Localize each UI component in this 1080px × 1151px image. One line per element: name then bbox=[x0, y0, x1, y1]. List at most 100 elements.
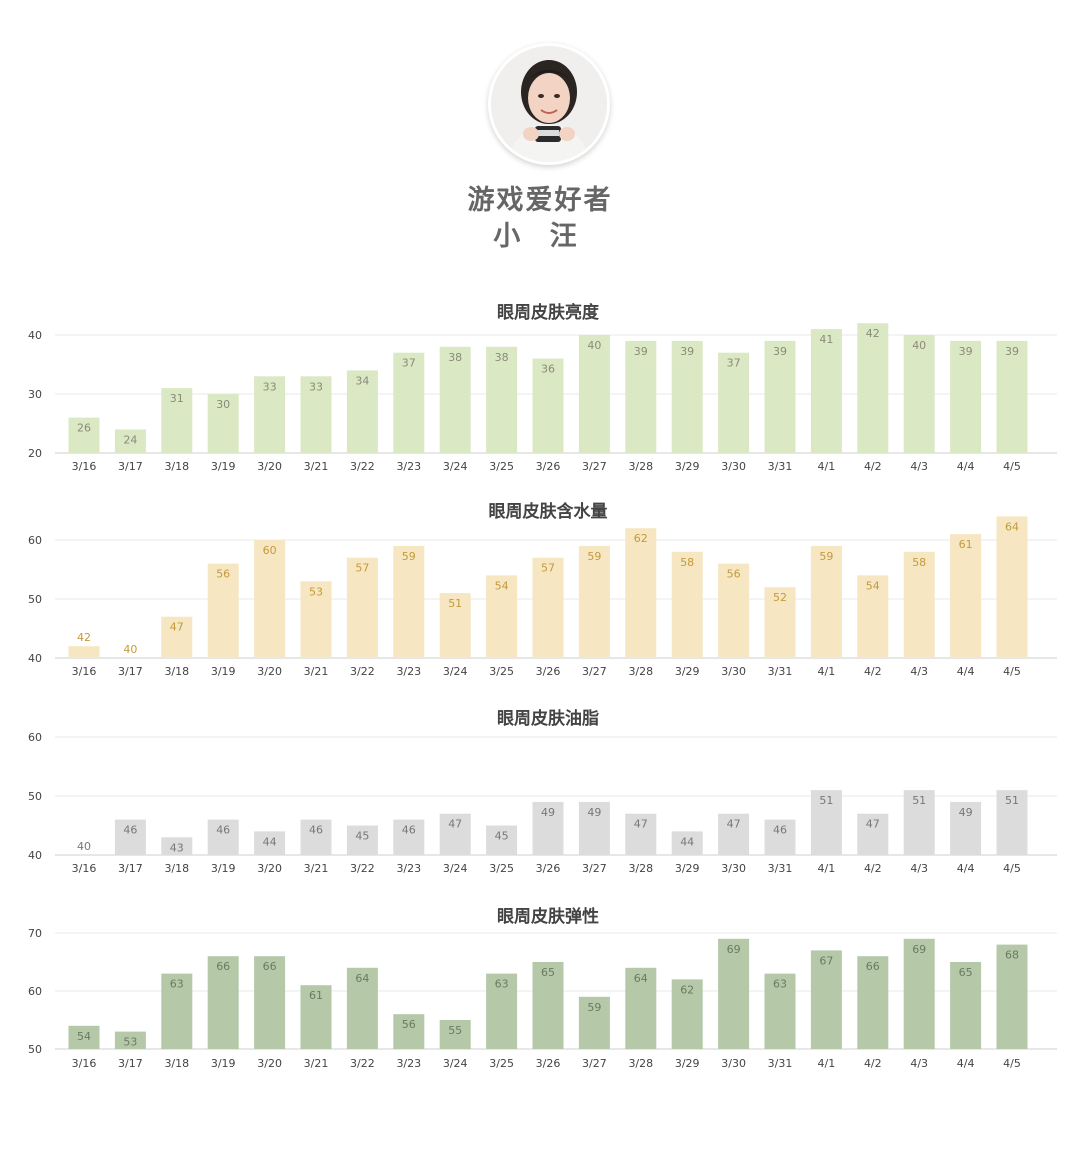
elasticity-data-label: 53 bbox=[123, 1036, 137, 1049]
oil-y-tick-label: 50 bbox=[28, 790, 42, 803]
oil-data-label: 47 bbox=[448, 818, 462, 831]
elasticity-bar bbox=[903, 938, 935, 1049]
brightness-data-label: 36 bbox=[541, 363, 555, 376]
moisture-x-tick-label: 3/22 bbox=[350, 665, 375, 678]
elasticity-x-tick-label: 3/29 bbox=[675, 1057, 700, 1070]
oil-bar bbox=[625, 813, 657, 855]
oil-data-label: 45 bbox=[495, 830, 509, 843]
brightness-x-tick-label: 4/4 bbox=[957, 460, 975, 473]
moisture-data-label: 60 bbox=[263, 544, 277, 557]
brightness-data-label: 40 bbox=[912, 339, 926, 352]
brightness-data-label: 24 bbox=[123, 433, 137, 446]
elasticity-bar bbox=[439, 1020, 471, 1049]
brightness-data-label: 31 bbox=[170, 392, 184, 405]
moisture-bar bbox=[68, 646, 100, 658]
brightness-data-label: 30 bbox=[216, 398, 230, 411]
brightness-x-tick-label: 4/1 bbox=[818, 460, 836, 473]
brightness-y-tick-label: 30 bbox=[28, 388, 42, 401]
elasticity-x-tick-label: 3/28 bbox=[628, 1057, 653, 1070]
elasticity-data-label: 65 bbox=[541, 966, 555, 979]
brightness-bar bbox=[207, 394, 239, 453]
oil-x-tick-label: 3/17 bbox=[118, 862, 143, 875]
oil-bar bbox=[532, 801, 564, 855]
moisture-data-label: 57 bbox=[541, 562, 555, 575]
elasticity-y-tick-label: 70 bbox=[28, 927, 42, 940]
oil-x-tick-label: 3/16 bbox=[72, 862, 97, 875]
oil-x-tick-label: 3/23 bbox=[396, 862, 421, 875]
oil-chart-title: 眼周皮肤油脂 bbox=[497, 708, 599, 729]
brightness-y-tick-label: 20 bbox=[28, 447, 42, 460]
elasticity-x-tick-label: 4/3 bbox=[910, 1057, 928, 1070]
brightness-x-tick-label: 3/28 bbox=[628, 460, 653, 473]
elasticity-data-label: 69 bbox=[912, 943, 926, 956]
brightness-x-tick-label: 3/31 bbox=[768, 460, 793, 473]
oil-bar bbox=[207, 819, 239, 855]
elasticity-data-label: 66 bbox=[216, 960, 230, 973]
brightness-x-tick-label: 3/29 bbox=[675, 460, 700, 473]
elasticity-bar bbox=[810, 950, 842, 1049]
oil-bar bbox=[393, 819, 425, 855]
elasticity-x-tick-label: 4/4 bbox=[957, 1057, 975, 1070]
brightness-x-tick-label: 4/5 bbox=[1003, 460, 1021, 473]
moisture-data-label: 54 bbox=[866, 579, 880, 592]
brightness-bar bbox=[68, 417, 100, 453]
elasticity-data-label: 56 bbox=[402, 1018, 416, 1031]
elasticity-bar bbox=[254, 956, 286, 1049]
oil-bar bbox=[439, 813, 471, 855]
moisture-bar bbox=[346, 557, 378, 658]
brightness-x-tick-label: 3/27 bbox=[582, 460, 607, 473]
oil-bar bbox=[578, 801, 610, 855]
brightness-data-label: 33 bbox=[309, 380, 323, 393]
brightness-bar bbox=[996, 340, 1028, 453]
elasticity-data-label: 62 bbox=[680, 983, 694, 996]
brightness-x-tick-label: 3/30 bbox=[721, 460, 746, 473]
brightness-data-label: 37 bbox=[727, 357, 741, 370]
oil-data-label: 44 bbox=[680, 835, 694, 848]
moisture-data-label: 54 bbox=[495, 579, 509, 592]
oil-y-tick-label: 60 bbox=[28, 731, 42, 744]
moisture-bar bbox=[439, 593, 471, 658]
moisture-bar bbox=[718, 563, 750, 658]
brightness-data-label: 26 bbox=[77, 422, 91, 435]
moisture-data-label: 59 bbox=[402, 550, 416, 563]
oil-x-tick-label: 3/31 bbox=[768, 862, 793, 875]
oil-data-label: 46 bbox=[123, 824, 137, 837]
elasticity-bar bbox=[114, 1031, 146, 1049]
elasticity-x-tick-label: 3/16 bbox=[72, 1057, 97, 1070]
moisture-data-label: 42 bbox=[77, 631, 91, 644]
moisture-x-tick-label: 3/28 bbox=[628, 665, 653, 678]
moisture-data-label: 64 bbox=[1005, 520, 1019, 533]
moisture-bar bbox=[625, 528, 657, 658]
elasticity-bar bbox=[718, 938, 750, 1049]
elasticity-data-label: 61 bbox=[309, 989, 323, 1002]
elasticity-x-tick-label: 3/26 bbox=[536, 1057, 561, 1070]
brightness-x-tick-label: 3/21 bbox=[304, 460, 329, 473]
moisture-x-tick-label: 3/27 bbox=[582, 665, 607, 678]
elasticity-x-tick-label: 3/31 bbox=[768, 1057, 793, 1070]
oil-bar bbox=[346, 825, 378, 855]
moisture-x-tick-label: 3/21 bbox=[304, 665, 329, 678]
oil-bar bbox=[671, 831, 703, 855]
oil-bar bbox=[810, 790, 842, 855]
elasticity-x-tick-label: 3/27 bbox=[582, 1057, 607, 1070]
elasticity-x-tick-label: 3/25 bbox=[489, 1057, 514, 1070]
brightness-x-tick-label: 3/25 bbox=[489, 460, 514, 473]
moisture-data-label: 59 bbox=[587, 550, 601, 563]
brightness-bar bbox=[300, 376, 332, 453]
oil-x-tick-label: 3/20 bbox=[257, 862, 282, 875]
moisture-x-tick-label: 3/26 bbox=[536, 665, 561, 678]
oil-y-tick-label: 40 bbox=[28, 849, 42, 862]
brightness-data-label: 39 bbox=[959, 345, 973, 358]
brightness-data-label: 39 bbox=[1005, 345, 1019, 358]
oil-bar bbox=[161, 837, 193, 855]
brightness-bar bbox=[903, 335, 935, 453]
brightness-bar bbox=[532, 358, 564, 453]
oil-bar bbox=[114, 819, 146, 855]
brightness-data-label: 38 bbox=[448, 351, 462, 364]
brightness-bar bbox=[161, 388, 193, 453]
elasticity-bar bbox=[671, 979, 703, 1049]
elasticity-bar bbox=[486, 973, 518, 1049]
oil-x-tick-label: 3/22 bbox=[350, 862, 375, 875]
moisture-bar bbox=[950, 534, 982, 658]
